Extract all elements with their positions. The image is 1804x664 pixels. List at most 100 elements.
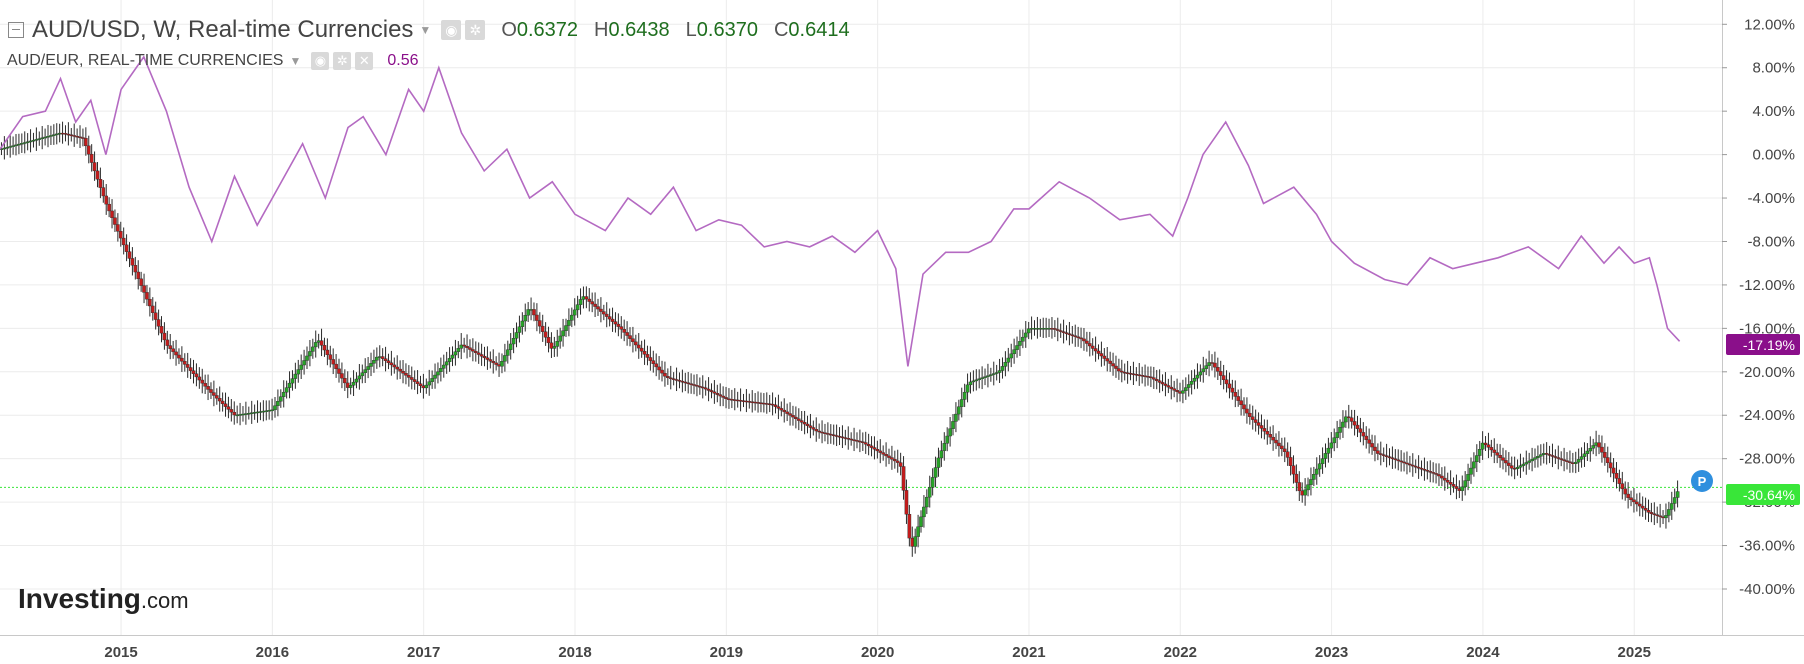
candle-body bbox=[2, 147, 7, 150]
candle bbox=[893, 450, 897, 469]
candle bbox=[1099, 341, 1104, 367]
candle-body bbox=[1469, 467, 1473, 475]
eye-icon[interactable]: ◉ bbox=[441, 20, 462, 40]
candle-body bbox=[561, 330, 565, 337]
candle bbox=[983, 368, 987, 386]
candle-body bbox=[133, 265, 138, 273]
main-series-legend: AUD/USD, W, Real-time Currencies ▼ ◉ ✲ O… bbox=[0, 14, 850, 46]
candle bbox=[622, 319, 626, 342]
candle-body bbox=[14, 144, 18, 147]
gear-icon[interactable]: ✲ bbox=[333, 52, 352, 70]
candle bbox=[1454, 474, 1459, 500]
main-symbol-label[interactable]: AUD/USD, W, Real-time Currencies bbox=[32, 16, 414, 43]
chevron-down-icon[interactable]: ▼ bbox=[289, 54, 302, 68]
candle-body bbox=[1108, 360, 1112, 364]
candle bbox=[212, 380, 216, 407]
candle bbox=[636, 333, 641, 359]
candle bbox=[1096, 344, 1101, 360]
candle-body bbox=[619, 326, 624, 330]
candle-body bbox=[1384, 455, 1389, 457]
candle-body bbox=[1294, 473, 1299, 483]
candle-body bbox=[1419, 467, 1424, 470]
candle-body bbox=[1425, 470, 1430, 472]
candle bbox=[441, 354, 446, 378]
gear-icon[interactable]: ✲ bbox=[465, 20, 486, 40]
candle bbox=[1597, 434, 1601, 455]
candle bbox=[1576, 448, 1581, 472]
x-tick-label: 2020 bbox=[861, 644, 894, 661]
candle bbox=[407, 365, 411, 387]
time-axis[interactable]: 2015 2016 2017 2018 2019 2020 2021 2022 2023 2024… bbox=[104, 644, 1651, 661]
compare-symbol-label[interactable]: AUD/EUR, REAL-TIME CURRENCIES bbox=[7, 52, 284, 69]
candle-body bbox=[1114, 365, 1118, 369]
candle bbox=[52, 124, 56, 145]
candle bbox=[575, 295, 580, 318]
candle bbox=[46, 124, 50, 148]
eye-icon[interactable]: ◉ bbox=[311, 52, 330, 70]
chevron-down-icon[interactable]: ▼ bbox=[419, 23, 432, 37]
candle-body bbox=[1096, 350, 1101, 354]
candle bbox=[220, 392, 225, 412]
candle bbox=[671, 372, 676, 386]
candle-body bbox=[95, 170, 100, 180]
candle bbox=[1393, 449, 1398, 469]
candle-body bbox=[1245, 408, 1249, 414]
candle bbox=[1530, 447, 1534, 472]
candle bbox=[1184, 377, 1188, 400]
candle bbox=[113, 209, 117, 232]
minus-square-icon[interactable] bbox=[8, 22, 24, 38]
candle bbox=[1672, 488, 1677, 512]
candle bbox=[552, 336, 557, 357]
candle-body bbox=[1591, 445, 1596, 449]
candle bbox=[904, 479, 909, 524]
candle-body bbox=[354, 378, 359, 383]
candle bbox=[1256, 412, 1261, 435]
candle-body bbox=[415, 381, 420, 384]
candle bbox=[1603, 443, 1607, 466]
candle-body bbox=[1629, 497, 1633, 501]
close-icon[interactable]: ✕ bbox=[355, 52, 374, 70]
x-tick-label: 2017 bbox=[407, 644, 440, 661]
x-tick-label: 2018 bbox=[558, 644, 591, 661]
y-tick-label: -40.00% bbox=[1739, 581, 1795, 598]
candle bbox=[782, 398, 787, 423]
candle bbox=[465, 334, 469, 359]
candle-body bbox=[1378, 453, 1383, 455]
candle bbox=[776, 394, 781, 420]
candle bbox=[1157, 369, 1162, 393]
candle bbox=[1617, 469, 1622, 492]
candle bbox=[1658, 503, 1662, 528]
candle bbox=[136, 260, 141, 290]
candle-body bbox=[1367, 439, 1371, 444]
candle-body bbox=[395, 366, 400, 370]
candle bbox=[180, 346, 184, 372]
candle bbox=[302, 349, 306, 375]
candle-body bbox=[273, 405, 277, 411]
ohlc-values: O0.6372 H0.6438 L0.6370 C0.6414 bbox=[501, 19, 849, 42]
candle-body bbox=[1149, 376, 1153, 379]
candle-body bbox=[139, 278, 143, 286]
candle bbox=[901, 456, 906, 500]
candle-body bbox=[893, 459, 897, 462]
candle bbox=[305, 346, 309, 369]
candle bbox=[639, 340, 644, 358]
candle bbox=[1335, 420, 1339, 449]
candle-body bbox=[1646, 510, 1651, 513]
x-tick-label: 2024 bbox=[1466, 644, 1500, 661]
candle-body bbox=[1507, 462, 1511, 466]
candle-body bbox=[11, 145, 15, 147]
candle bbox=[1073, 324, 1078, 347]
candle bbox=[1486, 432, 1491, 459]
candle-body bbox=[319, 340, 324, 346]
candle bbox=[706, 377, 711, 402]
candle bbox=[1294, 464, 1299, 492]
candle-body bbox=[1175, 390, 1179, 392]
candle bbox=[878, 439, 883, 464]
candle-body bbox=[802, 422, 807, 425]
position-marker-icon[interactable] bbox=[1691, 470, 1713, 492]
candle bbox=[1181, 379, 1185, 404]
candle bbox=[1373, 435, 1377, 462]
candle bbox=[348, 377, 353, 395]
